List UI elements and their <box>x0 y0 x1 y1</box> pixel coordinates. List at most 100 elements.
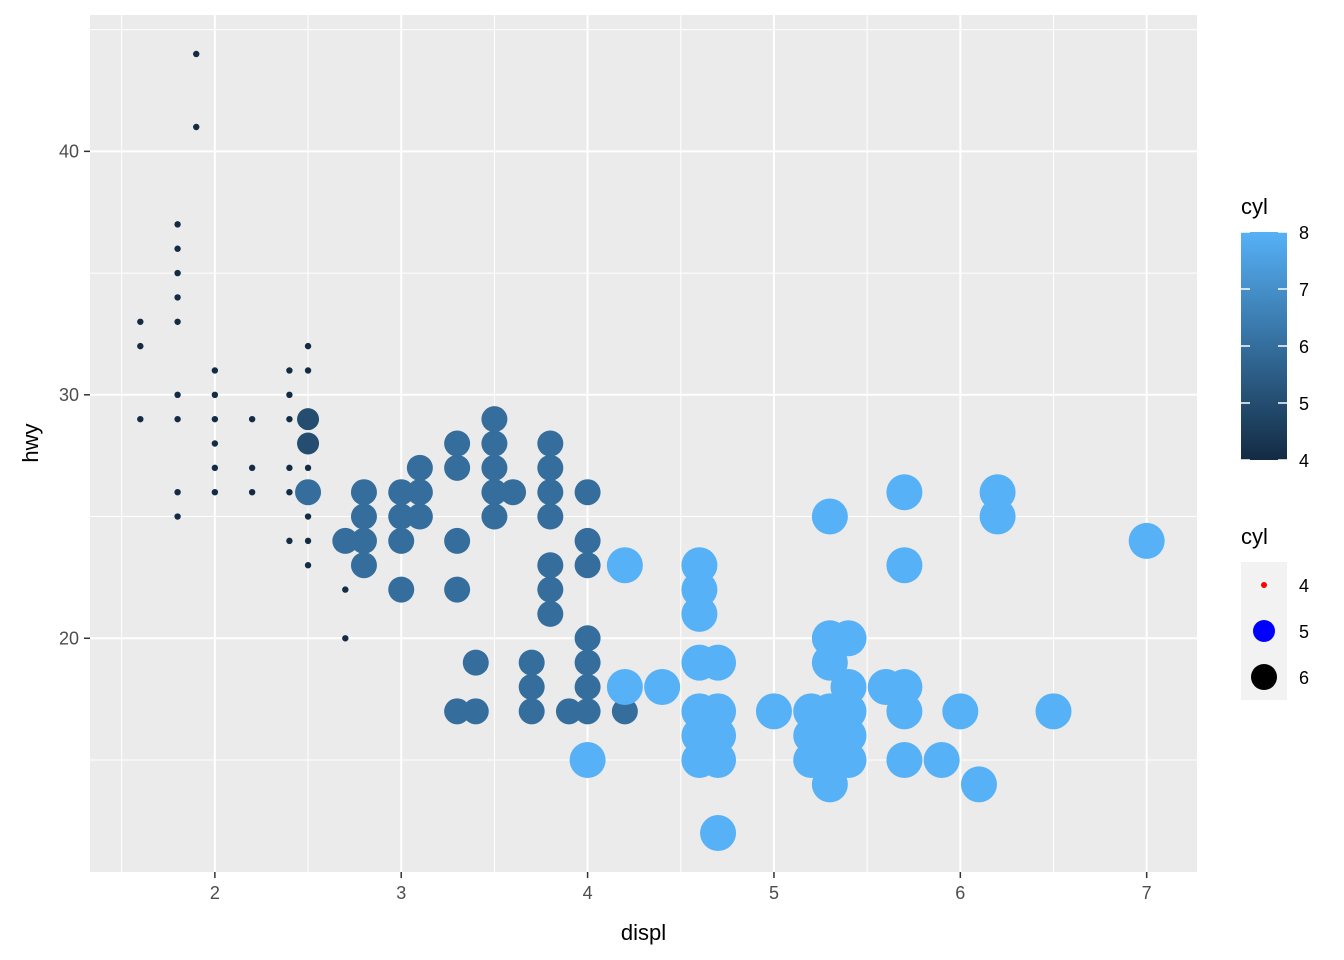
minor-gridlines <box>90 15 1197 872</box>
data-point <box>406 479 433 506</box>
size-legend-title: cyl <box>1241 524 1268 549</box>
data-point <box>979 498 1016 535</box>
x-tick-label: 4 <box>583 883 593 903</box>
data-point <box>830 742 867 779</box>
data-point <box>297 432 320 455</box>
data-point <box>304 562 312 569</box>
data-point <box>248 488 256 496</box>
data-point <box>555 698 582 725</box>
size-legend-items: 4 5 6 <box>1251 576 1309 690</box>
data-point <box>574 625 601 652</box>
data-point <box>681 595 718 632</box>
x-tick-label: 3 <box>396 883 406 903</box>
data-point <box>342 635 349 642</box>
data-point <box>388 576 415 603</box>
data-point <box>644 668 681 705</box>
data-point <box>481 454 508 481</box>
size-legend-label: 5 <box>1299 622 1309 642</box>
data-point <box>500 479 527 506</box>
data-point <box>444 454 471 481</box>
data-point <box>406 454 433 481</box>
data-point <box>350 479 377 506</box>
data-point <box>137 318 144 325</box>
size-legend-label: 4 <box>1299 576 1309 596</box>
data-point <box>569 742 606 779</box>
data-point <box>304 513 312 520</box>
data-point <box>574 673 601 700</box>
data-point <box>537 503 564 530</box>
data-point <box>755 693 792 730</box>
size-legend-label: 6 <box>1299 668 1309 688</box>
data-point <box>444 698 471 725</box>
data-point <box>700 815 737 852</box>
colorbar-tick-label: 6 <box>1299 337 1309 357</box>
data-point <box>444 576 471 603</box>
x-tick-label: 7 <box>1142 883 1152 903</box>
data-point <box>286 367 293 374</box>
data-point <box>444 430 471 457</box>
data-point <box>286 391 293 399</box>
size-legend: cyl 4 5 6 <box>1241 524 1309 700</box>
colorbar-tick-label: 8 <box>1299 223 1309 243</box>
colorbar-tick-label: 4 <box>1299 451 1309 471</box>
data-point <box>406 503 433 530</box>
data-point <box>518 673 545 700</box>
colorbar-ticks: 4 5 6 7 8 <box>1241 223 1309 471</box>
data-point <box>174 318 181 325</box>
data-point <box>1128 522 1165 559</box>
data-point <box>537 576 564 603</box>
data-point <box>211 488 219 496</box>
color-legend-title: cyl <box>1241 194 1268 219</box>
data-point <box>193 123 200 131</box>
data-point <box>388 527 415 554</box>
data-point <box>481 406 508 433</box>
data-point <box>481 430 508 457</box>
data-point <box>886 474 923 511</box>
data-point <box>811 766 848 803</box>
y-axis: 20 30 40 <box>59 141 90 648</box>
data-point <box>606 668 643 705</box>
data-point <box>574 649 601 676</box>
data-point <box>286 415 293 423</box>
data-point <box>174 245 181 252</box>
data-point <box>444 527 471 554</box>
data-point <box>574 479 601 506</box>
data-point <box>137 415 144 423</box>
data-point <box>304 537 312 545</box>
data-point <box>174 269 181 277</box>
y-tick-label: 30 <box>59 385 79 405</box>
data-point <box>537 430 564 457</box>
data-point <box>174 513 181 520</box>
data-point <box>700 742 737 779</box>
data-point <box>174 221 181 228</box>
data-point <box>830 620 867 657</box>
data-point <box>518 698 545 725</box>
data-point <box>574 552 601 579</box>
data-point <box>174 488 181 496</box>
data-point <box>574 698 601 725</box>
size-legend-key <box>1261 582 1267 588</box>
y-axis-label: hwy <box>18 423 43 462</box>
data-point <box>286 488 293 496</box>
x-axis: 2 3 4 5 6 7 <box>210 872 1152 903</box>
x-tick-label: 6 <box>955 883 965 903</box>
data-point <box>462 698 489 725</box>
x-axis-label: displ <box>621 920 666 945</box>
x-tick-label: 2 <box>210 883 220 903</box>
data-point <box>286 464 293 472</box>
data-point <box>286 537 293 545</box>
data-point <box>248 464 256 472</box>
colorbar-tick-label: 7 <box>1299 280 1309 300</box>
data-point <box>700 644 737 681</box>
data-point <box>886 547 923 584</box>
data-point <box>211 415 219 423</box>
data-point <box>923 742 960 779</box>
color-legend: cyl 4 5 6 7 8 <box>1241 194 1309 471</box>
data-point <box>332 527 359 554</box>
data-point <box>611 698 638 725</box>
data-point <box>537 552 564 579</box>
data-point <box>350 527 377 554</box>
data-point <box>295 479 322 506</box>
size-legend-key <box>1253 620 1275 642</box>
panel-background <box>90 15 1197 872</box>
